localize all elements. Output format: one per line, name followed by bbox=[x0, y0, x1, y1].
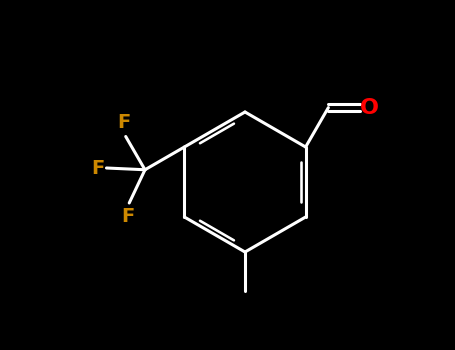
Text: F: F bbox=[121, 207, 134, 226]
Text: F: F bbox=[91, 159, 104, 177]
Text: O: O bbox=[360, 98, 379, 118]
Text: F: F bbox=[117, 113, 131, 132]
